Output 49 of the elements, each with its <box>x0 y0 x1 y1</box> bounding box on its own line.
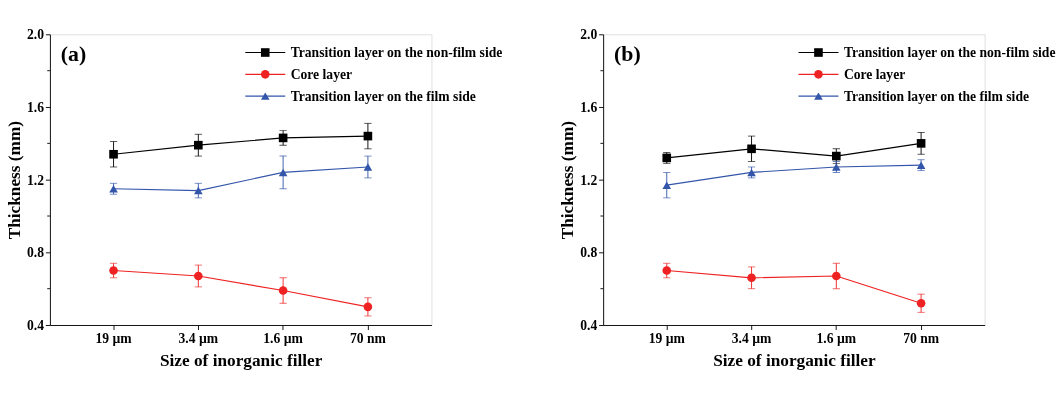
x-tick-label: 1.6 µm <box>816 330 857 346</box>
point <box>109 149 118 159</box>
point <box>832 151 841 161</box>
x-tick-label: 19 µm <box>95 330 133 346</box>
x-tick-label: 70 nm <box>349 330 387 346</box>
point <box>747 273 756 283</box>
legend-label: Transition layer on the film side <box>843 88 1030 104</box>
point <box>109 266 118 275</box>
point <box>916 298 926 308</box>
x-tick-label: 1.6 µm <box>263 330 304 346</box>
point <box>916 139 926 148</box>
point <box>832 271 841 281</box>
annotation: (a) <box>60 41 87 66</box>
x-tick-label: 3.4 µm <box>178 330 219 346</box>
point <box>662 181 672 189</box>
y-tick-label: 2.0 <box>580 27 598 43</box>
x-tick-label: 70 nm <box>903 330 940 346</box>
point <box>363 163 373 171</box>
legend-label: Transition layer on the non-film side <box>290 45 503 61</box>
y-tick-label: 1.6 <box>580 100 598 116</box>
y-tick-label: 1.6 <box>27 100 45 116</box>
point <box>109 185 118 193</box>
point <box>194 186 203 195</box>
point <box>194 271 203 281</box>
y-tick-label: 0.4 <box>580 318 598 334</box>
y-axis-title: Thickness (mm) <box>557 120 577 240</box>
x-axis-title: Size of inorganic filler <box>159 351 323 371</box>
y-tick-label: 1.2 <box>27 172 45 188</box>
y-tick-label: 2.0 <box>27 27 45 43</box>
point <box>278 168 288 177</box>
legend-label: Core layer <box>843 66 906 82</box>
point <box>662 266 672 275</box>
annotation: (b) <box>614 41 641 66</box>
y-tick-label: 0.8 <box>27 245 45 261</box>
x-tick-label: 3.4 µm <box>731 330 772 346</box>
point <box>747 144 756 154</box>
point <box>194 140 203 150</box>
x-axis-title: Size of inorganic filler <box>713 351 876 371</box>
legend-label: Core layer <box>290 66 353 82</box>
y-tick-label: 0.4 <box>27 318 45 334</box>
point <box>916 161 926 169</box>
point <box>278 286 288 295</box>
x-tick-label: 19 µm <box>648 330 686 346</box>
y-axis-title: Thickness (mm) <box>4 120 24 240</box>
y-tick-label: 1.2 <box>580 172 598 188</box>
point <box>363 302 373 312</box>
legend-label: Transition layer on the non-film side <box>843 45 1056 61</box>
y-tick-label: 0.8 <box>580 245 598 261</box>
legend-label: Transition layer on the film side <box>290 88 476 104</box>
